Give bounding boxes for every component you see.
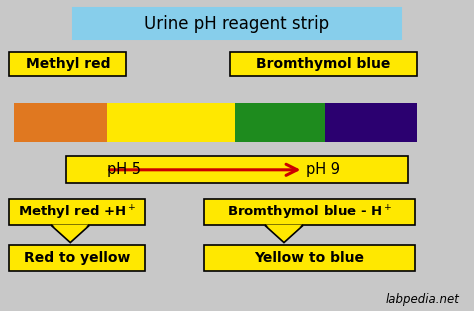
FancyBboxPatch shape <box>204 245 415 271</box>
FancyBboxPatch shape <box>66 156 408 183</box>
FancyBboxPatch shape <box>9 199 145 225</box>
FancyBboxPatch shape <box>9 52 126 76</box>
Polygon shape <box>52 225 88 240</box>
Polygon shape <box>51 225 89 243</box>
Bar <box>14 103 107 142</box>
Text: Methyl red +H$^+$: Methyl red +H$^+$ <box>18 203 136 221</box>
Polygon shape <box>266 225 302 240</box>
Text: pH 9: pH 9 <box>306 162 340 177</box>
FancyBboxPatch shape <box>230 52 417 76</box>
Bar <box>107 103 235 142</box>
Text: Red to yellow: Red to yellow <box>24 251 130 265</box>
Text: Urine pH reagent strip: Urine pH reagent strip <box>145 15 329 33</box>
FancyBboxPatch shape <box>9 245 145 271</box>
Bar <box>325 103 417 142</box>
FancyBboxPatch shape <box>73 8 401 39</box>
Text: pH 5: pH 5 <box>107 162 141 177</box>
Bar <box>235 103 325 142</box>
FancyBboxPatch shape <box>204 199 415 225</box>
Text: Yellow to blue: Yellow to blue <box>254 251 364 265</box>
Text: labpedia.net: labpedia.net <box>386 293 460 306</box>
Text: Methyl red: Methyl red <box>26 57 110 71</box>
Text: Bromthymol blue: Bromthymol blue <box>256 57 391 71</box>
Polygon shape <box>265 225 303 243</box>
Text: Bromthymol blue - H$^+$: Bromthymol blue - H$^+$ <box>227 203 392 221</box>
